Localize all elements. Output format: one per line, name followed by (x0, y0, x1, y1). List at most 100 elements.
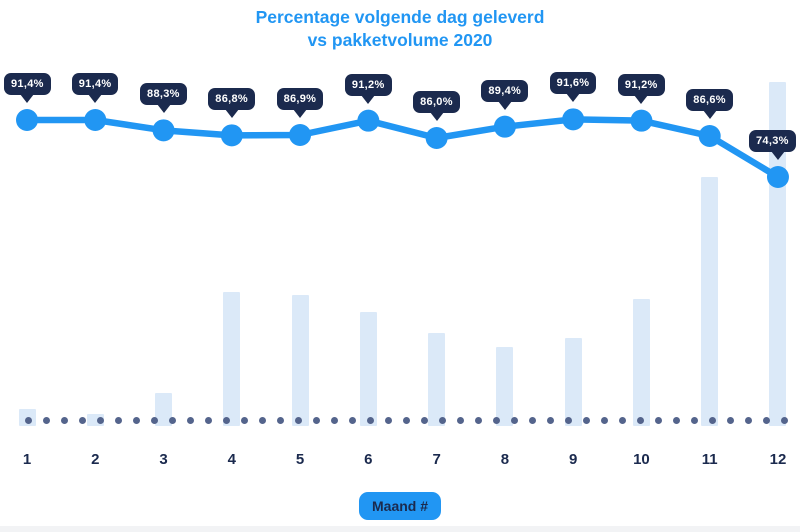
baseline-dot (438, 416, 446, 424)
baseline-dot (456, 416, 464, 424)
data-point-month-4[interactable] (220, 124, 243, 147)
x-tick-label-7: 7 (432, 451, 441, 468)
baseline-dot (420, 416, 428, 424)
data-label-pointer (770, 151, 785, 160)
baseline-dot (654, 416, 662, 424)
data-label-month-5: 86,9% (276, 88, 324, 110)
baseline-dot (402, 416, 410, 424)
baseline-dot (366, 416, 374, 424)
baseline-dot (60, 416, 68, 424)
baseline-dot (42, 416, 50, 424)
baseline-dot (780, 416, 788, 424)
data-label-pointer (702, 110, 717, 119)
data-label-pointer (634, 94, 649, 104)
data-point-month-10[interactable] (630, 109, 653, 132)
baseline-dot (546, 416, 554, 424)
volume-bar-month-6[interactable] (359, 312, 377, 426)
data-label-month-10: 91,2% (617, 73, 665, 96)
baseline-dot (186, 416, 194, 424)
baseline-dot (24, 416, 32, 424)
volume-bar-month-5[interactable] (291, 294, 309, 426)
data-point-month-3[interactable] (152, 119, 175, 142)
x-tick-label-11: 11 (701, 451, 718, 468)
baseline-dot (672, 416, 680, 424)
data-label-pointer (224, 109, 239, 119)
chart-title-line1: Percentage volgende dag geleverd (255, 7, 545, 27)
x-tick-label-4: 4 (227, 451, 236, 468)
baseline-dot (258, 416, 266, 424)
data-point-month-9[interactable] (562, 108, 585, 131)
data-point-month-7[interactable] (425, 127, 448, 149)
data-point-month-12[interactable] (766, 166, 789, 188)
x-tick-label-3: 3 (159, 451, 168, 468)
baseline-dot (510, 416, 518, 424)
baseline-dot (312, 416, 320, 424)
data-label-month-4: 86,8% (208, 88, 255, 111)
baseline-dot (294, 416, 302, 424)
data-label-month-2: 91,4% (71, 73, 119, 95)
baseline-dot (132, 416, 140, 424)
volume-bar-month-10[interactable] (632, 299, 650, 426)
baseline-dot (528, 416, 536, 424)
data-label-month-7: 86,0% (413, 91, 460, 113)
baseline-dot (636, 416, 644, 424)
baseline-dot (222, 416, 230, 424)
baseline-dot (492, 416, 500, 424)
volume-bar-month-9[interactable] (564, 337, 582, 426)
data-label-pointer (497, 100, 512, 110)
data-label-month-11: 86,6% (686, 89, 733, 111)
baseline-dot (564, 416, 572, 424)
data-point-month-6[interactable] (357, 109, 380, 132)
baseline-dot (114, 416, 122, 424)
data-point-month-11[interactable] (698, 125, 721, 147)
x-tick-label-12: 12 (769, 451, 787, 468)
baseline-dot (600, 416, 608, 424)
baseline-dot (348, 416, 356, 424)
volume-bar-month-11[interactable] (701, 176, 719, 426)
data-label-month-9: 91,6% (549, 72, 597, 95)
data-label-month-12: 74,3% (749, 130, 796, 152)
volume-bar-month-4[interactable] (223, 291, 241, 426)
baseline-dot (330, 416, 338, 424)
x-axis-label-badge: Maand # (358, 492, 442, 520)
data-point-month-8[interactable] (493, 115, 516, 138)
data-point-month-1[interactable] (16, 109, 38, 131)
x-tick-label-5: 5 (295, 451, 305, 468)
data-label-month-8: 89,4% (481, 79, 529, 102)
data-label-month-6: 91,2% (344, 73, 392, 96)
baseline-dot (150, 416, 158, 424)
footer-strip (0, 526, 800, 532)
baseline-dot (744, 416, 752, 424)
baseline-dot (384, 416, 392, 424)
x-tick-label-10: 10 (633, 451, 650, 468)
volume-bar-month-7[interactable] (428, 333, 446, 426)
baseline-dot (96, 416, 104, 424)
baseline-dot (762, 416, 770, 424)
baseline-dot (240, 416, 248, 424)
x-tick-label-6: 6 (364, 451, 373, 468)
data-label-pointer (429, 112, 444, 121)
volume-bar-month-3[interactable] (155, 392, 173, 426)
x-tick-label-9: 9 (568, 451, 578, 468)
data-point-month-5[interactable] (289, 124, 312, 146)
volume-bar-month-8[interactable] (496, 346, 514, 426)
data-label-month-1: 91,4% (4, 73, 51, 95)
baseline-dot (168, 416, 176, 424)
chart-title-line2: vs pakketvolume 2020 (307, 30, 493, 50)
data-label-pointer (88, 94, 103, 103)
baseline-dot (204, 416, 212, 424)
data-point-month-2[interactable] (84, 109, 107, 131)
baseline-dot (474, 416, 482, 424)
data-label-pointer (293, 109, 308, 118)
trend-line (23, 116, 782, 181)
chart-title: Percentage volgende dag geleverd vs pakk… (0, 6, 800, 52)
x-tick-label-8: 8 (500, 451, 510, 468)
x-tick-label-1: 1 (22, 451, 32, 468)
baseline-dot (726, 416, 734, 424)
